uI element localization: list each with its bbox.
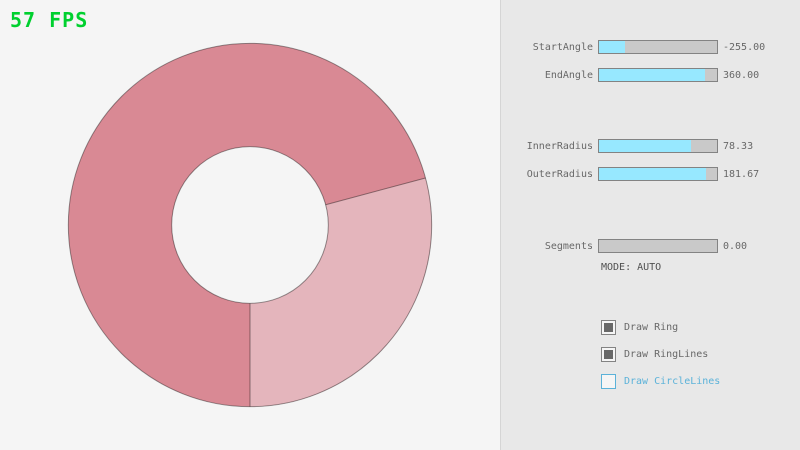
start-angle-slider[interactable]: [598, 40, 718, 54]
slider-row-segments: Segments 0.00: [501, 239, 800, 253]
slider-row-outer-radius: OuterRadius 181.67: [501, 167, 800, 181]
ring-graphic: [67, 42, 433, 408]
controls-panel: StartAngle -255.00 EndAngle 360.00 Inner…: [500, 0, 800, 450]
segments-label: Segments: [544, 241, 593, 252]
end-angle-slider[interactable]: [598, 68, 718, 82]
slider-row-inner-radius: InnerRadius 78.33: [501, 139, 800, 153]
start-angle-label: StartAngle: [532, 42, 593, 53]
outer-radius-slider[interactable]: [598, 167, 718, 181]
checkbox-box[interactable]: [601, 319, 616, 335]
inner-radius-label: InnerRadius: [526, 141, 593, 152]
checkbox-label: Draw Ring: [624, 321, 679, 333]
checkbox-draw-ringlines[interactable]: Draw RingLines: [601, 346, 708, 362]
slider-fill: [599, 69, 706, 81]
segments-slider[interactable]: [598, 239, 718, 253]
checkbox-draw-ring[interactable]: Draw Ring: [601, 319, 678, 335]
outer-radius-label: OuterRadius: [526, 169, 593, 180]
slider-fill: [599, 41, 625, 53]
checkmark: [604, 349, 613, 359]
checkbox-draw-circlelines[interactable]: Draw CircleLines: [601, 373, 720, 389]
checkbox-box[interactable]: [601, 373, 616, 389]
slider-row-start-angle: StartAngle -255.00: [501, 40, 800, 54]
slider-row-end-angle: EndAngle 360.00: [501, 68, 800, 82]
segments-value: 0.00: [723, 241, 748, 252]
slider-fill: [599, 140, 692, 152]
checkbox-label: Draw CircleLines: [624, 375, 721, 387]
inner-radius-value: 78.33: [723, 141, 754, 152]
end-angle-label: EndAngle: [544, 70, 593, 81]
checkbox-box[interactable]: [601, 346, 616, 362]
end-angle-value: 360.00: [723, 70, 760, 81]
checkmark: [604, 377, 613, 386]
fps-counter: 57 FPS: [10, 8, 89, 32]
mode-indicator: MODE: AUTO: [601, 262, 662, 273]
inner-radius-slider[interactable]: [598, 139, 718, 153]
start-angle-value: -255.00: [723, 42, 766, 53]
checkmark: [604, 322, 613, 332]
slider-fill: [599, 168, 707, 180]
outer-radius-value: 181.67: [723, 169, 760, 180]
checkbox-label: Draw RingLines: [624, 348, 709, 360]
